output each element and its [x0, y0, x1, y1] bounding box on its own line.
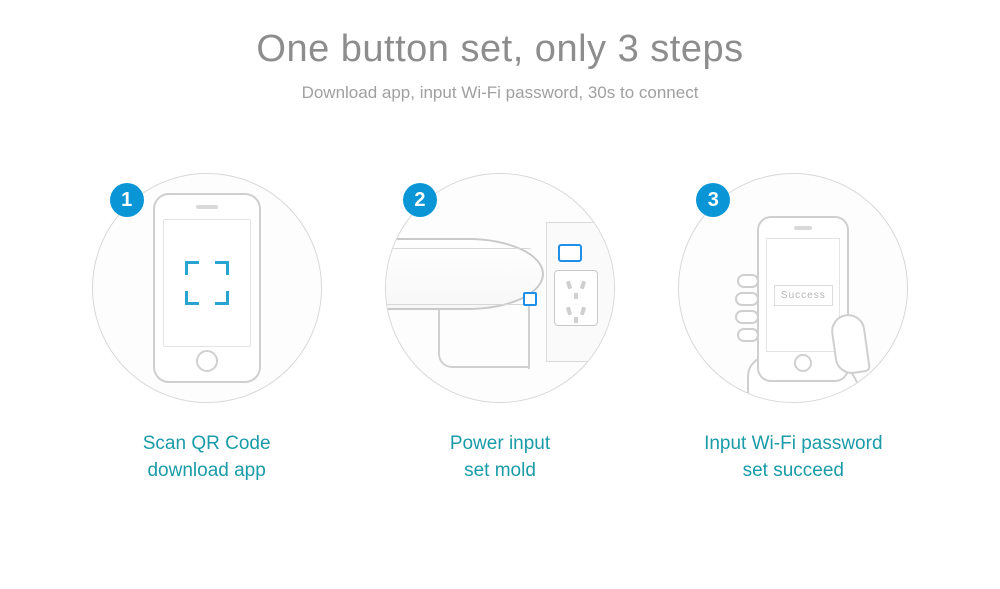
finger-icon — [735, 310, 759, 324]
qr-scan-icon — [185, 261, 229, 305]
device-port — [436, 399, 446, 403]
device-icon — [385, 238, 544, 310]
step-2-illustration: 2 — [385, 173, 615, 403]
page-title: One button set, only 3 steps — [0, 28, 1000, 71]
step-number-badge: 2 — [403, 183, 437, 217]
step-3-caption: Input Wi-Fi password set succeed — [704, 431, 882, 484]
hand-holding-phone-icon: Success — [745, 216, 895, 402]
phone-screen: Success — [766, 238, 840, 352]
step-1-caption: Scan QR Code download app — [143, 431, 271, 484]
device-led-icon — [422, 399, 427, 403]
step-3: Success 3 Input Wi-Fi password set succe… — [653, 173, 933, 484]
finger-icon — [737, 274, 759, 288]
step-2: 2 Power input set mold — [360, 173, 640, 484]
step-1-illustration: 1 — [92, 173, 322, 403]
cable-icon — [438, 348, 530, 368]
finger-icon — [737, 328, 759, 342]
step-2-caption: Power input set mold — [450, 431, 550, 484]
wall-adapter-icon — [558, 244, 582, 262]
power-outlet-icon — [554, 270, 598, 326]
phone-screen — [163, 219, 251, 347]
steps-row: 1 Scan QR Code download app 2 — [0, 173, 1000, 484]
usb-plug-icon — [523, 292, 537, 306]
phone-icon — [153, 193, 261, 383]
finger-icon — [735, 292, 759, 306]
success-label: Success — [774, 285, 833, 306]
step-3-illustration: Success 3 — [678, 173, 908, 403]
cable-icon — [438, 310, 440, 352]
header: One button set, only 3 steps Download ap… — [0, 0, 1000, 103]
step-number-badge: 1 — [110, 183, 144, 217]
cable-icon — [528, 304, 530, 369]
step-1: 1 Scan QR Code download app — [67, 173, 347, 484]
page-subtitle: Download app, input Wi-Fi password, 30s … — [0, 83, 1000, 103]
